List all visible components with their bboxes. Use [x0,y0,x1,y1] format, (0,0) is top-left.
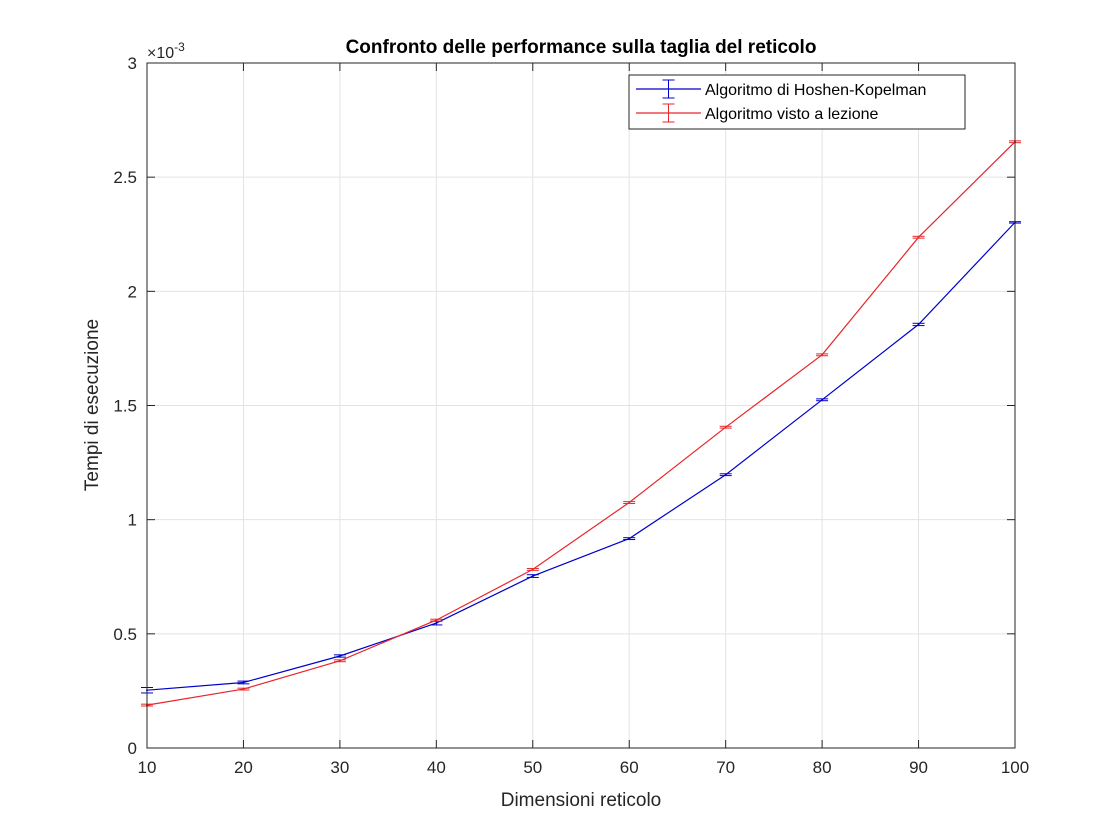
error-bar [623,537,636,541]
x-tick-label: 30 [330,758,349,777]
error-bar [526,574,539,578]
x-axis-label: Dimensioni reticolo [501,790,662,811]
data-point [724,426,727,429]
data-point [917,323,920,326]
x-tick-label: 70 [716,758,735,777]
error-bar [237,687,250,691]
error-bar [816,353,829,357]
data-point [917,236,920,239]
x-tick-label: 10 [138,758,157,777]
x-tick-label: 20 [234,758,253,777]
x-tick-label: 60 [620,758,639,777]
tick-layer: 10 20 30 40 50 60 70 80 90 100 0 0.5 1 1.5 2 2.5 3 [113,54,1029,777]
legend-label: Algoritmo visto a lezione [705,106,879,123]
error-bar [333,654,346,658]
error-bar [719,425,732,429]
x-tick-label: 90 [909,758,928,777]
y-axis-exponent-base: ×10 [147,45,174,62]
data-point [338,659,341,662]
y-axis-exponent: ×10-3 [147,40,185,62]
data-point [724,473,727,476]
error-bar [816,398,829,402]
y-axis-exponent-power: -3 [174,40,185,54]
y-tick-label: 0.5 [113,625,137,644]
series-line [146,221,1016,691]
y-tick-label: 1 [128,511,137,530]
data-point [435,619,438,622]
data-point [338,654,341,657]
y-tick-label: 0 [128,739,137,758]
y-axis-label: Tempi di esecuzione [82,319,103,491]
legend-entry-1: Algoritmo di Hoshen-Kopelman [636,79,926,99]
data-point [821,353,824,356]
data-point [242,681,245,684]
x-tick-label: 100 [1001,758,1029,777]
error-bar [237,680,250,685]
series-layer [141,140,1021,707]
grid-layer [147,63,1015,748]
data-point [435,622,438,625]
data-point [821,398,824,401]
data-point [628,537,631,540]
series-line [146,141,1016,706]
error-bar [526,568,539,571]
data-point [242,688,245,691]
series-1 [141,221,1021,694]
y-tick-label: 1.5 [113,397,137,416]
error-bar [430,618,443,622]
x-tick-label: 80 [813,758,832,777]
legend-entry-2: Algoritmo visto a lezione [636,103,879,123]
y-tick-label: 2 [128,282,137,301]
y-tick-label: 2.5 [113,168,137,187]
legend-box [628,74,966,130]
error-bar [912,322,925,327]
error-bar [719,473,732,477]
data-point [531,575,534,578]
error-bar [333,659,346,663]
y-tick-label: 3 [128,54,137,73]
data-point [531,568,534,571]
legend[interactable]: Algoritmo di Hoshen-Kopelman Algoritmo vi… [628,74,966,130]
legend-label: Algoritmo di Hoshen-Kopelman [705,82,926,99]
x-tick-label: 40 [427,758,446,777]
data-point [628,501,631,504]
error-bar [623,501,636,504]
chart-title: Confronto delle performance sulla taglia… [346,37,817,58]
error-bar [912,235,925,239]
x-tick-label: 50 [523,758,542,777]
